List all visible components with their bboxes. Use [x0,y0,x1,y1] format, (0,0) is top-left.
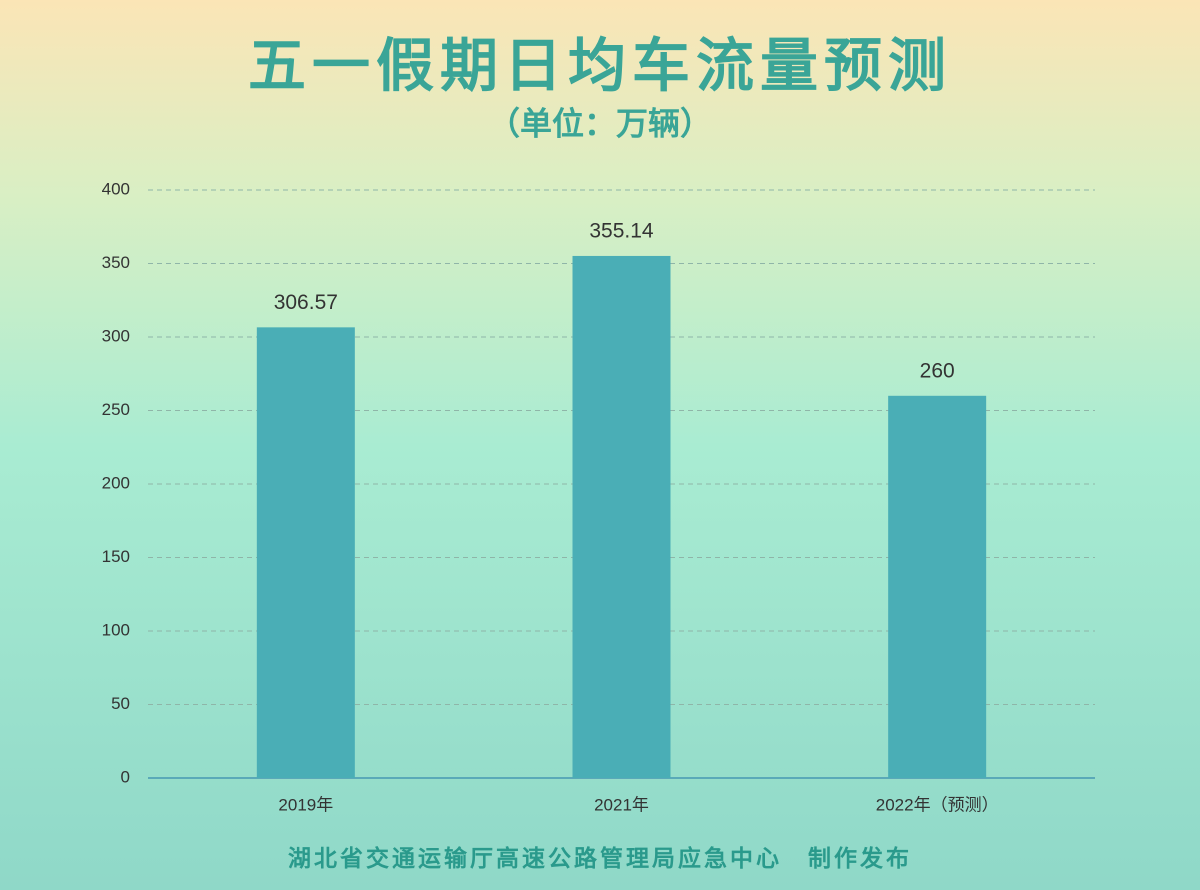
y-tick-label: 200 [102,473,130,492]
y-tick-label: 350 [102,253,130,272]
data-label: 306.57 [274,291,338,314]
chart-title: 五一假期日均车流量预测 [248,33,952,98]
data-label: 355.14 [589,219,654,242]
y-tick-label: 0 [121,767,130,786]
data-label: 260 [920,359,955,382]
bar [256,327,355,778]
y-tick-label: 150 [102,547,130,566]
y-tick-label: 400 [102,179,130,198]
chart-subtitle: （单位：万辆） [488,105,712,141]
y-tick-label: 50 [111,694,130,713]
x-tick-label: 2022年（预测） [876,795,999,814]
x-tick-label: 2019年 [278,795,333,814]
y-tick-label: 100 [102,620,130,639]
y-tick-label: 250 [102,400,130,419]
bar [888,395,987,778]
footer: 湖北省交通运输厅高速公路管理局应急中心 制作发布 [288,845,912,871]
bar [572,255,671,778]
y-tick-label: 300 [102,326,130,345]
x-tick-label: 2021年 [594,795,649,814]
